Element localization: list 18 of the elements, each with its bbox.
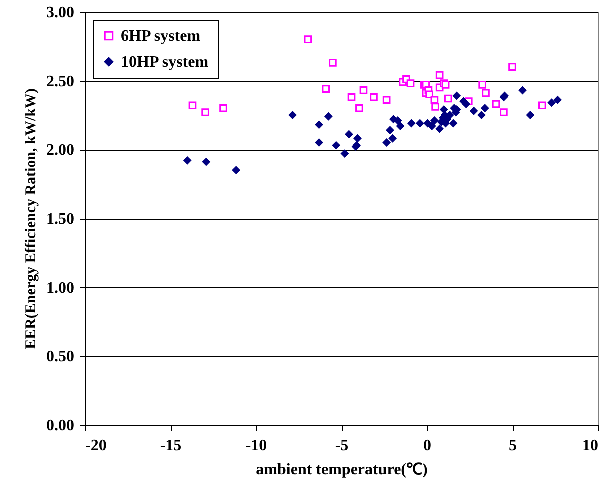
legend-label: 6HP system [121, 28, 202, 45]
y-tick-label: 0.00 [46, 418, 74, 434]
x-tick-label: 5 [509, 438, 517, 454]
y-tick-label: 1.00 [46, 280, 74, 297]
x-tick-label: -5 [335, 438, 349, 454]
x-tick-label: 0 [424, 438, 432, 454]
y-tick-label: 2.50 [46, 73, 74, 90]
y-axis-title: EER(Energy Efficiency Ration, kW/kW) [24, 88, 40, 350]
y-tick-label: 0.50 [46, 348, 74, 366]
x-axis-title: ambient temperature(℃) [256, 462, 428, 478]
x-tick-label: -10 [246, 438, 268, 454]
x-tick-label: 10 [582, 438, 598, 454]
x-tick-label: -20 [86, 438, 107, 454]
y-tick-label: 3.00 [46, 4, 74, 22]
y-tick-label: 2.00 [46, 142, 74, 160]
x-tick-label: -15 [160, 438, 182, 454]
y-tick-label: 1.50 [46, 211, 74, 228]
legend-label: 10HP system [121, 54, 210, 71]
